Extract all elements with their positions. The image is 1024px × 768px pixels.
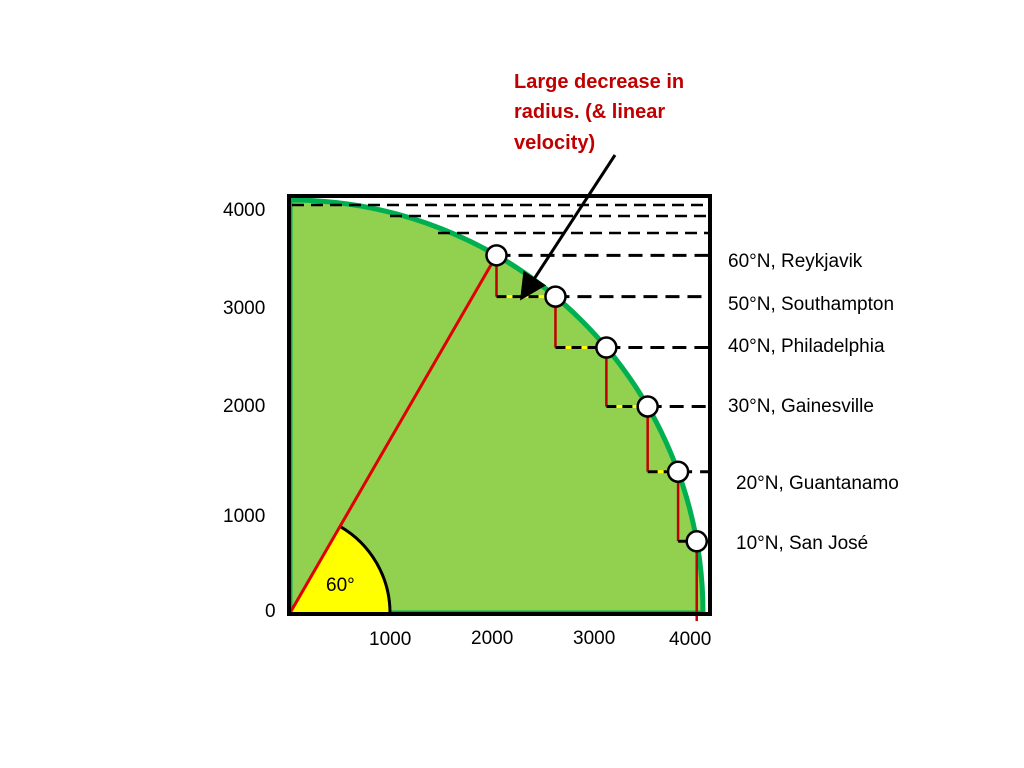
pole-dashes [292,203,708,235]
angle-label: 60° [326,575,355,596]
label-lat-40: 40°N, Philadelphia [728,336,885,357]
label-lat-60: 60°N, Reykjavik [728,251,863,272]
city-labels: 60°N, Reykjavik 50°N, Southampton 40°N, … [728,251,899,554]
latitude-points [485,244,708,553]
point-lat-40 [595,336,618,359]
annotation-line-2: radius. (& linear [514,101,665,123]
radius-line [288,254,498,614]
y-tick-2000: 2000 [223,396,265,417]
annotation: Large decrease in radius. (& linear velo… [514,71,684,301]
annotation-line-3: velocity) [514,132,595,154]
y-axis-ticks: 4000 3000 2000 1000 0 [223,200,276,622]
x-tick-2000: 2000 [471,628,513,649]
y-tick-0: 0 [265,601,276,622]
point-lat-30 [636,395,659,418]
y-tick-3000: 3000 [223,298,265,319]
y-tick-1000: 1000 [223,506,265,527]
point-lat-10 [685,530,708,553]
x-axis-ticks: 1000 2000 3000 4000 [369,628,711,650]
y-tick-4000: 4000 [223,200,265,221]
annotation-arrow [520,154,617,301]
label-lat-50: 50°N, Southampton [728,294,894,315]
annotation-line-1: Large decrease in [514,71,684,93]
quarter-earth [287,197,706,616]
point-lat-60 [485,244,508,267]
label-lat-10: 10°N, San José [736,533,868,554]
plot-frame [287,194,712,616]
label-lat-30: 30°N, Gainesville [728,396,874,417]
angle-arc [339,525,392,614]
x-tick-4000: 4000 [669,629,711,650]
label-lat-20: 20°N, Guantanamo [736,473,899,494]
point-lat-50 [544,285,567,308]
x-tick-1000: 1000 [369,629,411,650]
point-lat-20 [666,460,690,483]
x-tick-3000: 3000 [573,628,615,649]
